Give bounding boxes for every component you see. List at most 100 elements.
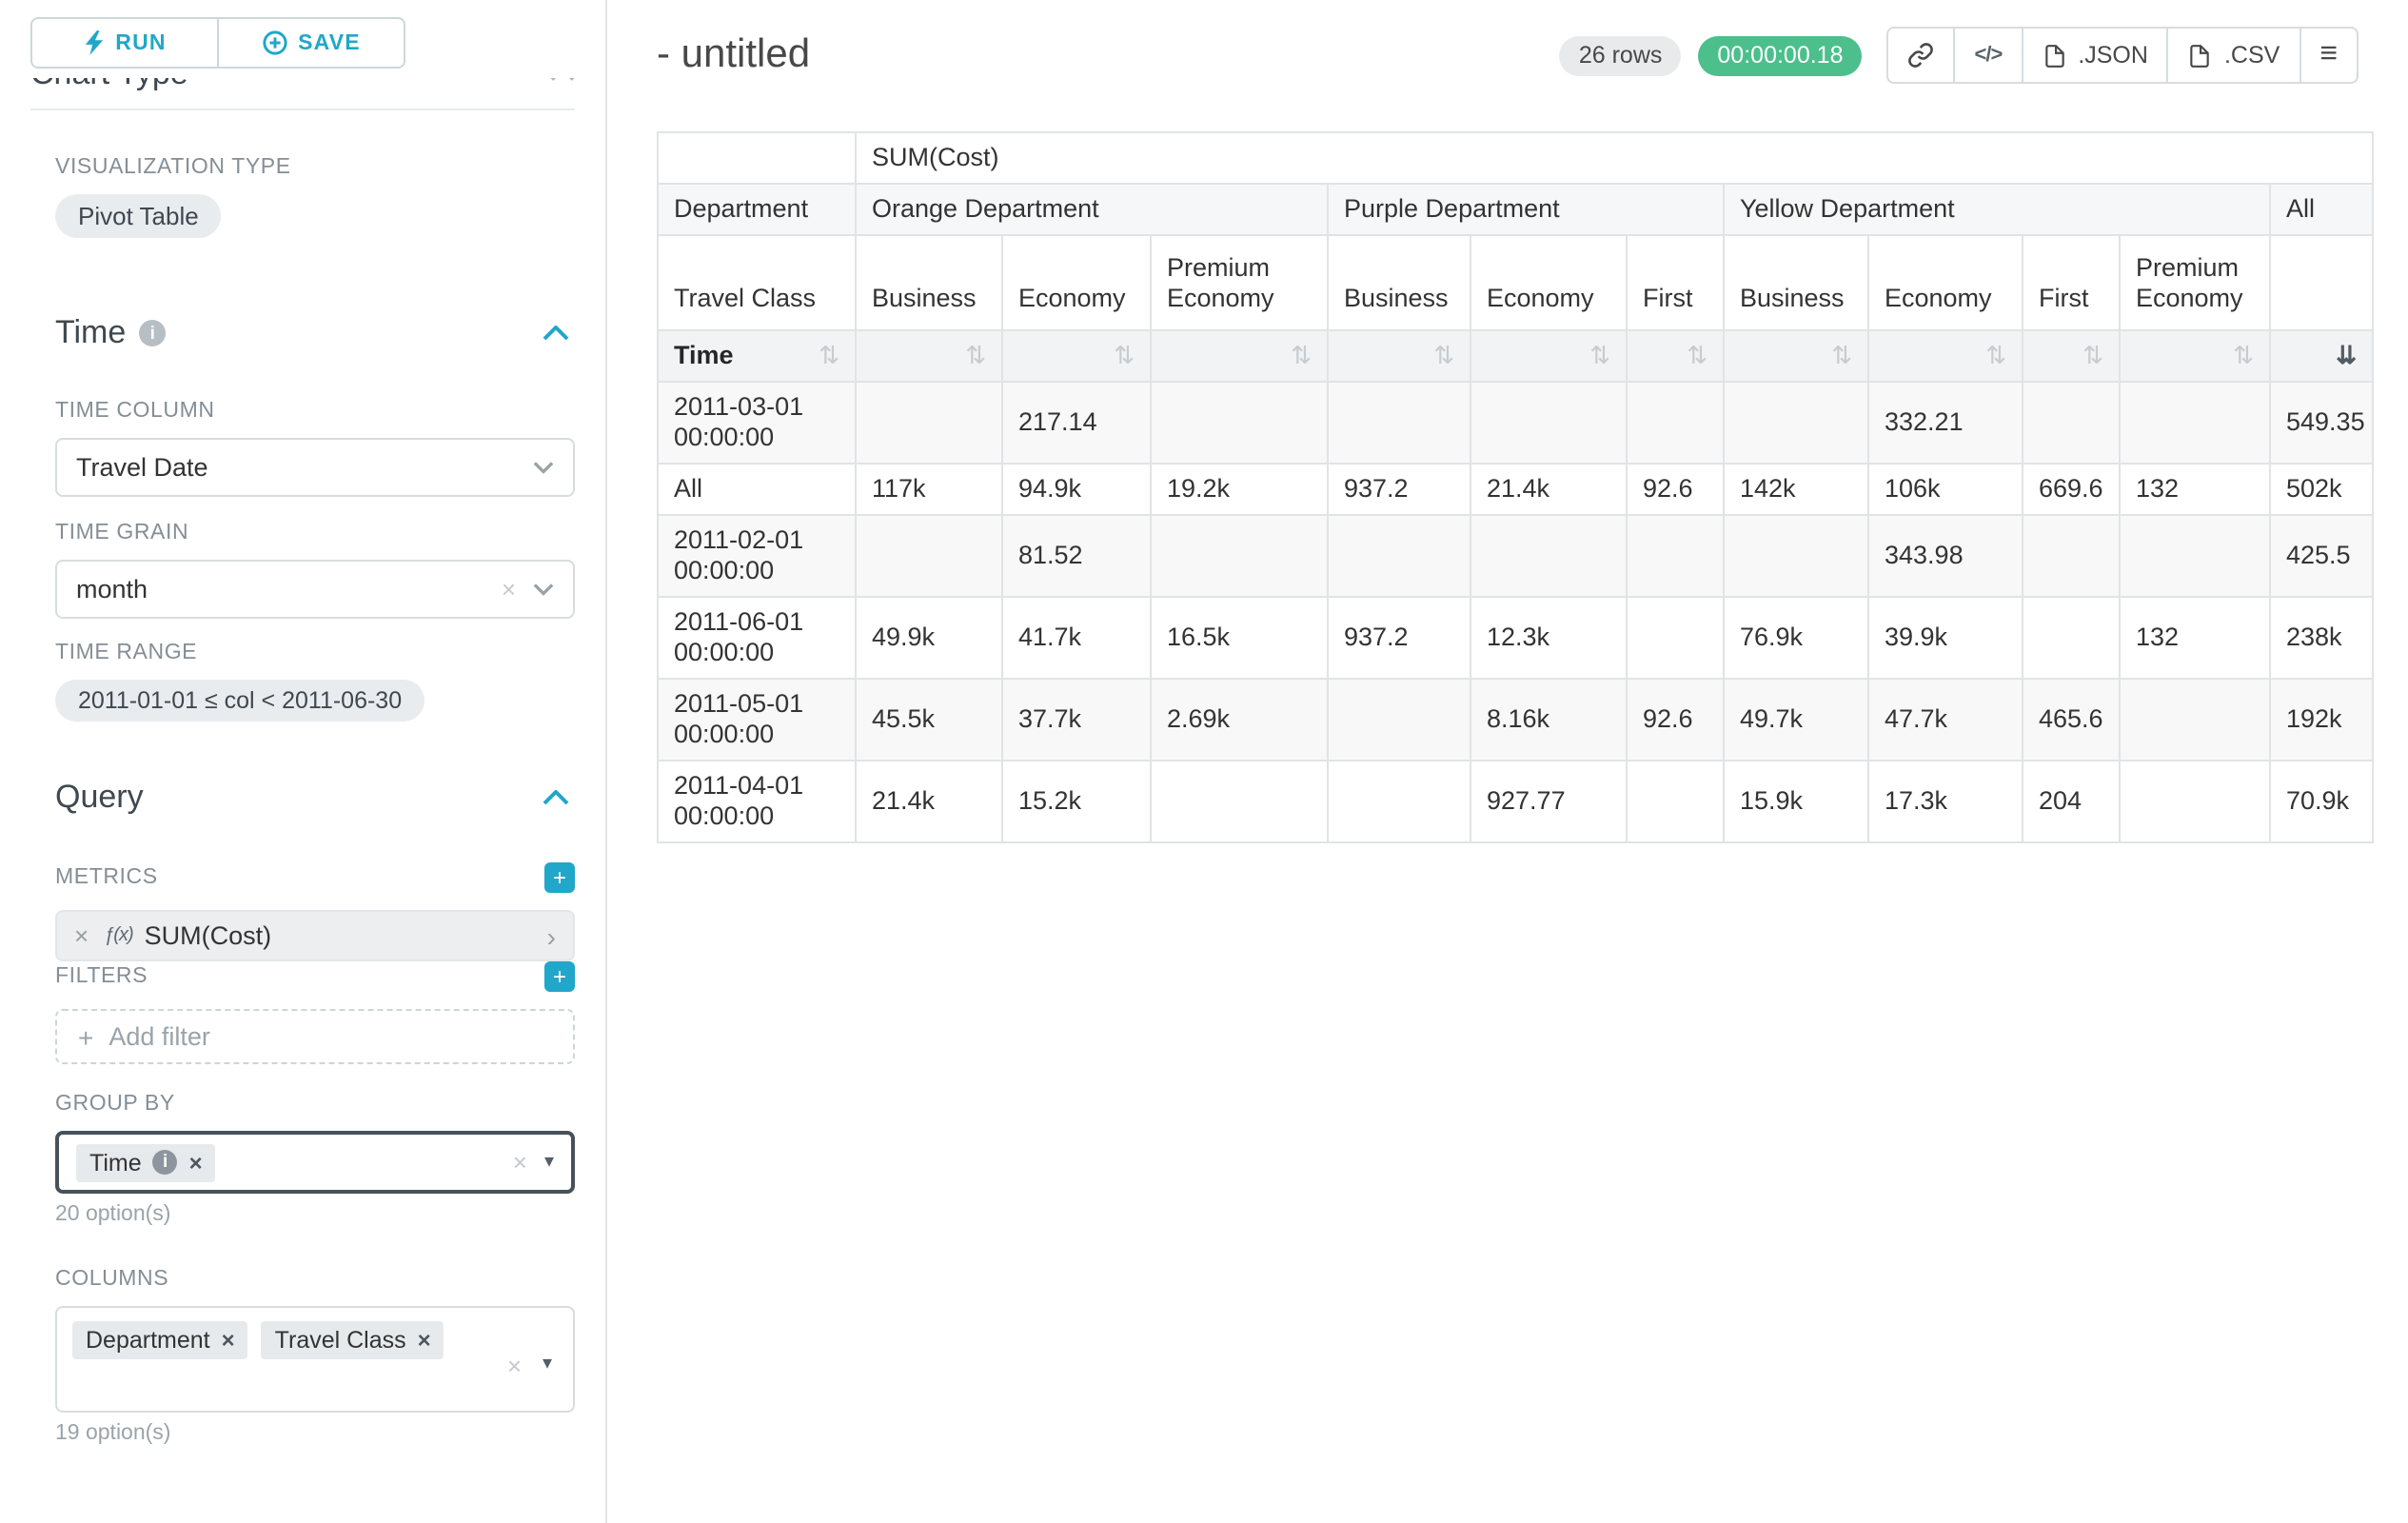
value-cell: 927.77 xyxy=(1470,760,1628,843)
time-range-pill[interactable]: 2011-01-01 ≤ col < 2011-06-30 xyxy=(55,680,425,722)
menu-button[interactable]: ≡ xyxy=(2300,27,2359,84)
export-json-button[interactable]: .JSON xyxy=(2023,27,2169,84)
sort-header-cell[interactable]: ⇅ xyxy=(1723,329,1869,383)
row-header: 2011-02-01 00:00:00 xyxy=(657,514,857,598)
value-cell: 2.69k xyxy=(1150,678,1329,762)
department-header: Department xyxy=(657,183,857,236)
value-cell: 47.7k xyxy=(1867,678,2023,762)
sort-icon[interactable]: ⇅ xyxy=(1687,341,1707,369)
clear-icon[interactable]: × xyxy=(512,1148,527,1177)
sort-header-cell[interactable]: ⇅ xyxy=(1470,329,1628,383)
group-header-orange: Orange Department xyxy=(855,183,1329,236)
sort-header-cell[interactable]: ⇅ xyxy=(1150,329,1329,383)
bolt-icon xyxy=(85,30,103,55)
chart-title[interactable]: - untitled xyxy=(657,32,811,76)
save-button[interactable]: SAVE xyxy=(219,17,405,69)
value-cell: 16.5k xyxy=(1150,596,1329,680)
viz-type-pill[interactable]: Pivot Table xyxy=(55,194,222,238)
sorted-desc-icon[interactable]: ⇊ xyxy=(2336,341,2358,369)
metric-name: SUM(Cost) xyxy=(144,921,272,950)
sort-header-cell[interactable]: ⇅ xyxy=(2119,329,2271,383)
value-cell xyxy=(855,381,1003,465)
value-cell xyxy=(1626,514,1725,598)
remove-chip-icon[interactable]: × xyxy=(221,1327,235,1354)
sort-icon[interactable]: ⇅ xyxy=(1985,341,2006,369)
sort-header-cell[interactable]: ⇅ xyxy=(1626,329,1725,383)
sort-header-cell[interactable]: ⇅ xyxy=(1327,329,1471,383)
sort-header-cell[interactable]: ⇅ xyxy=(1867,329,2023,383)
sort-icon[interactable]: ⇅ xyxy=(1114,341,1135,369)
columns-label: COLUMNS xyxy=(55,1268,169,1291)
chevron-down-icon xyxy=(533,462,554,474)
sort-icon[interactable]: ⇅ xyxy=(1589,341,1610,369)
time-range-label: TIME RANGE xyxy=(55,642,198,664)
plus-circle-icon xyxy=(262,30,286,55)
value-cell xyxy=(1150,381,1329,465)
add-metric-button[interactable]: + xyxy=(544,862,575,893)
value-cell xyxy=(1327,514,1471,598)
divider xyxy=(30,109,575,110)
caret-down-icon[interactable]: ▾ xyxy=(542,1354,552,1375)
value-cell: 49.7k xyxy=(1723,678,1869,762)
time-header: Time xyxy=(674,341,734,369)
sort-icon[interactable]: ⇅ xyxy=(1831,341,1852,369)
sort-icon[interactable]: ⇅ xyxy=(1433,341,1454,369)
sort-header-cell[interactable]: ⇊ xyxy=(2268,329,2375,383)
time-grain-select[interactable]: month × xyxy=(55,560,575,619)
sort-icon[interactable]: ⇅ xyxy=(819,341,839,369)
time-grain-value: month xyxy=(76,575,148,603)
info-icon[interactable]: i xyxy=(139,320,167,346)
sort-header-cell[interactable]: ⇅ xyxy=(1001,329,1152,383)
clear-icon[interactable]: × xyxy=(501,575,516,603)
filters-label: FILTERS xyxy=(55,965,148,988)
sort-icon[interactable]: ⇅ xyxy=(1291,341,1312,369)
value-cell: 12.3k xyxy=(1470,596,1628,680)
value-cell xyxy=(2119,514,2271,598)
sort-header-cell[interactable]: ⇅ xyxy=(855,329,1003,383)
value-cell: 142k xyxy=(1723,463,1869,516)
value-cell: 92.6 xyxy=(1626,463,1725,516)
value-cell: 132 xyxy=(2119,596,2271,680)
columns-select[interactable]: Department × Travel Class × × ▾ xyxy=(55,1306,575,1413)
share-link-button[interactable] xyxy=(1886,27,1956,84)
time-column-select[interactable]: Travel Date xyxy=(55,438,575,497)
chevron-right-icon[interactable]: › xyxy=(546,920,556,951)
travel-class-header: Travel Class xyxy=(657,234,857,331)
group-by-select[interactable]: Time i × × ▾ xyxy=(55,1131,575,1194)
value-cell: 425.5 xyxy=(2268,514,2375,598)
remove-chip-icon[interactable]: × xyxy=(417,1327,431,1354)
value-cell xyxy=(1327,381,1471,465)
info-icon[interactable]: i xyxy=(152,1150,178,1175)
view-query-button[interactable]: </> xyxy=(1955,27,2023,84)
add-filter-box[interactable]: + Add filter xyxy=(55,1009,575,1064)
value-cell xyxy=(1626,381,1725,465)
visualization-type-label: VISUALIZATION TYPE xyxy=(55,156,291,179)
add-filter-plus-button[interactable]: + xyxy=(544,961,575,992)
sort-icon[interactable]: ⇅ xyxy=(965,341,986,369)
value-cell xyxy=(855,514,1003,598)
sort-header-cell[interactable]: ⇅ xyxy=(2022,329,2121,383)
value-cell xyxy=(1626,760,1725,843)
value-cell: 15.2k xyxy=(1001,760,1152,843)
time-sort-header[interactable]: Time ⇅ xyxy=(657,329,857,383)
clear-icon[interactable]: × xyxy=(506,1352,522,1380)
value-cell: 49.9k xyxy=(855,596,1003,680)
value-cell: 238k xyxy=(2268,596,2375,680)
value-cell: 76.9k xyxy=(1723,596,1869,680)
sort-icon[interactable]: ⇅ xyxy=(2233,341,2254,369)
remove-chip-icon[interactable]: × xyxy=(188,1149,203,1176)
chevron-up-icon[interactable] xyxy=(543,790,569,805)
caret-down-icon[interactable]: ▾ xyxy=(543,1152,554,1173)
table-row: 2011-03-01 00:00:00 217.14 332.21 549.35 xyxy=(657,381,2375,465)
group-by-label: GROUP BY xyxy=(55,1093,175,1116)
value-cell: 21.4k xyxy=(855,760,1003,843)
row-header: 2011-06-01 00:00:00 xyxy=(657,596,857,680)
row-count-badge: 26 rows xyxy=(1559,35,1682,75)
run-button[interactable]: RUN xyxy=(30,17,219,69)
metric-chip[interactable]: × ƒ(x) SUM(Cost) › xyxy=(55,910,575,961)
chevron-up-icon[interactable] xyxy=(543,326,569,341)
remove-metric-icon[interactable]: × xyxy=(74,921,89,950)
sort-icon[interactable]: ⇅ xyxy=(2082,341,2103,369)
code-icon: </> xyxy=(1974,44,2003,67)
export-csv-button[interactable]: .CSV xyxy=(2168,27,2301,84)
